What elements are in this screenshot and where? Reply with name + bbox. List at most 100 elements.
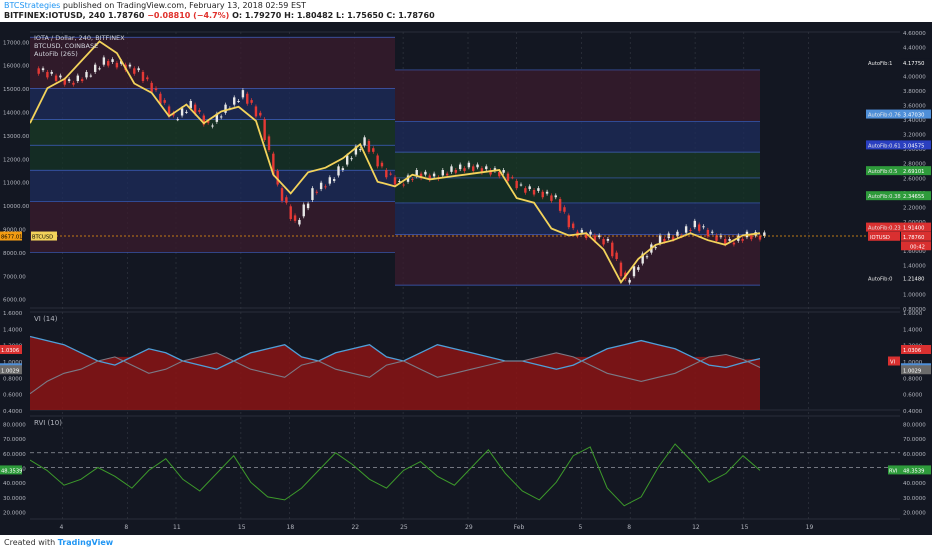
iota-candle: [628, 279, 631, 283]
iota-candle: [141, 71, 145, 82]
fib-value-bg: [901, 58, 931, 68]
fib-label-bg: [866, 191, 902, 201]
iota-candle: [107, 61, 110, 66]
vi-right-tick: 0.4000: [903, 409, 923, 415]
iota-candle: [589, 231, 592, 235]
iota-candle: [193, 104, 197, 114]
left-axis-bg: [0, 22, 30, 535]
fib-label-bg: [866, 109, 902, 119]
fib-zone: [395, 121, 760, 153]
iota-candle: [411, 179, 414, 181]
vi-pane: VI (14): [29, 315, 761, 410]
iota-candle: [432, 173, 436, 177]
iota-candle: [711, 231, 714, 233]
fib-value-bg: [901, 166, 931, 176]
iota-candle: [154, 88, 158, 91]
time-tick-label: 5: [579, 524, 583, 531]
iota-candle: [376, 155, 379, 167]
iota-candle: [324, 186, 327, 188]
fib-label-value: 4.17750: [903, 61, 924, 67]
rvi-right-tick: 70.0000: [903, 437, 926, 443]
tradingview-brand[interactable]: TradingView: [57, 538, 114, 547]
btc-price-tag-bg: [0, 231, 22, 241]
iota-candle: [476, 164, 479, 168]
fib-label-value: 1.91400: [903, 226, 924, 232]
left-tick-label: 7000.00: [3, 274, 26, 280]
iota-candle: [311, 188, 314, 200]
rvi-left-tick: 70.0000: [3, 437, 26, 443]
footer-text: Created with TradingView: [4, 538, 113, 547]
iota-candle: [511, 177, 514, 179]
iota-candle: [115, 62, 119, 68]
fib-label-name: AutoFib:0.618: [868, 143, 904, 149]
iota-candle: [702, 226, 705, 228]
right-tick-label: 0.80000: [903, 307, 926, 313]
rvi-right-tick: 20.0000: [903, 511, 926, 517]
iota-candle: [671, 237, 675, 240]
iota-candle: [319, 182, 323, 190]
vi-right-tag-bg: [901, 365, 931, 375]
fib-label-name: AutoFib:0.764: [868, 113, 905, 119]
iota-candle: [524, 188, 527, 193]
vi-left-tick: 1.6000: [3, 311, 23, 317]
iota-candle: [285, 197, 288, 203]
time-axis[interactable]: 4 8 11 15 18 22 25 29 Feb 5 8 12 15 19: [59, 524, 813, 531]
iota-candle: [337, 166, 340, 176]
iota-candle: [485, 166, 488, 170]
chart-canvas[interactable]: VI (14) RVI (10) 17000.00 16000.00 15000.0…: [0, 22, 932, 535]
btc-label-bg: [31, 231, 57, 241]
iota-candle: [215, 113, 219, 122]
vi-right-tick: 1.6000: [903, 311, 923, 317]
iota-candle: [328, 177, 332, 184]
iota-candle: [76, 75, 79, 82]
iota-label: IOTUSD: [870, 235, 890, 241]
iota-candle: [89, 75, 93, 77]
iota-candle: [641, 253, 644, 264]
last-price: 1.78760: [107, 11, 145, 20]
vi-left-tick: 0.4000: [3, 409, 23, 415]
iota-candle: [750, 235, 753, 240]
iota-candle: [493, 168, 497, 171]
rvi-left-tick: 40.0000: [3, 481, 26, 487]
btc-label: BTCUSD: [32, 235, 53, 241]
iota-price-tag: 1.78760: [903, 235, 924, 241]
iota-candle: [663, 239, 666, 242]
iota-candle: [224, 104, 227, 113]
iota-candle: [563, 207, 566, 212]
rvi-right-tag-bg: [901, 465, 931, 475]
time-tick-label: 29: [465, 524, 473, 531]
iota-candle: [545, 191, 549, 194]
publish-line: BTCStrategies published on TradingView.c…: [4, 1, 306, 10]
iota-candle: [80, 79, 84, 82]
left-price-axis[interactable]: 17000.00 16000.00 15000.00 14000.00 13000.00…: [0, 22, 30, 535]
iota-candle: [146, 77, 149, 80]
iota-candle: [419, 173, 423, 179]
iota-candle: [658, 235, 662, 244]
fib-zone: [30, 170, 395, 202]
iota-candle: [54, 75, 58, 82]
author-link[interactable]: BTCStrategies: [4, 1, 61, 10]
time-tick-label: 22: [351, 524, 359, 531]
fib-label-value: 2.34655: [903, 194, 924, 200]
iota-candle: [176, 119, 179, 121]
right-price-axis[interactable]: 4.600004.400004.200004.000003.800003.600…: [866, 22, 932, 535]
fib-label-name: AutoFib:0.382: [868, 194, 904, 200]
legend-entry: BTCUSD, COINBASE: [34, 42, 98, 50]
vi-label: VI: [890, 360, 896, 366]
iota-candle: [728, 239, 731, 241]
iota-candle: [293, 215, 297, 221]
iota-candle: [46, 71, 49, 78]
iota-candle: [676, 231, 679, 237]
right-tick-label: 3.80000: [903, 89, 926, 95]
fib-label-name: AutoFib:0.236: [868, 226, 904, 232]
right-tick-label: 4.60000: [903, 31, 926, 37]
right-tick-label: 3.00000: [903, 147, 926, 153]
iota-candle: [498, 171, 501, 177]
iota-candle: [93, 64, 97, 72]
iota-candle: [202, 115, 206, 125]
iota-candle: [584, 233, 588, 239]
fib-label-name: AutoFib:0: [868, 276, 892, 282]
fib-label-bg: [866, 140, 902, 150]
iota-candle: [558, 199, 562, 211]
fib-value-bg: [901, 109, 931, 119]
